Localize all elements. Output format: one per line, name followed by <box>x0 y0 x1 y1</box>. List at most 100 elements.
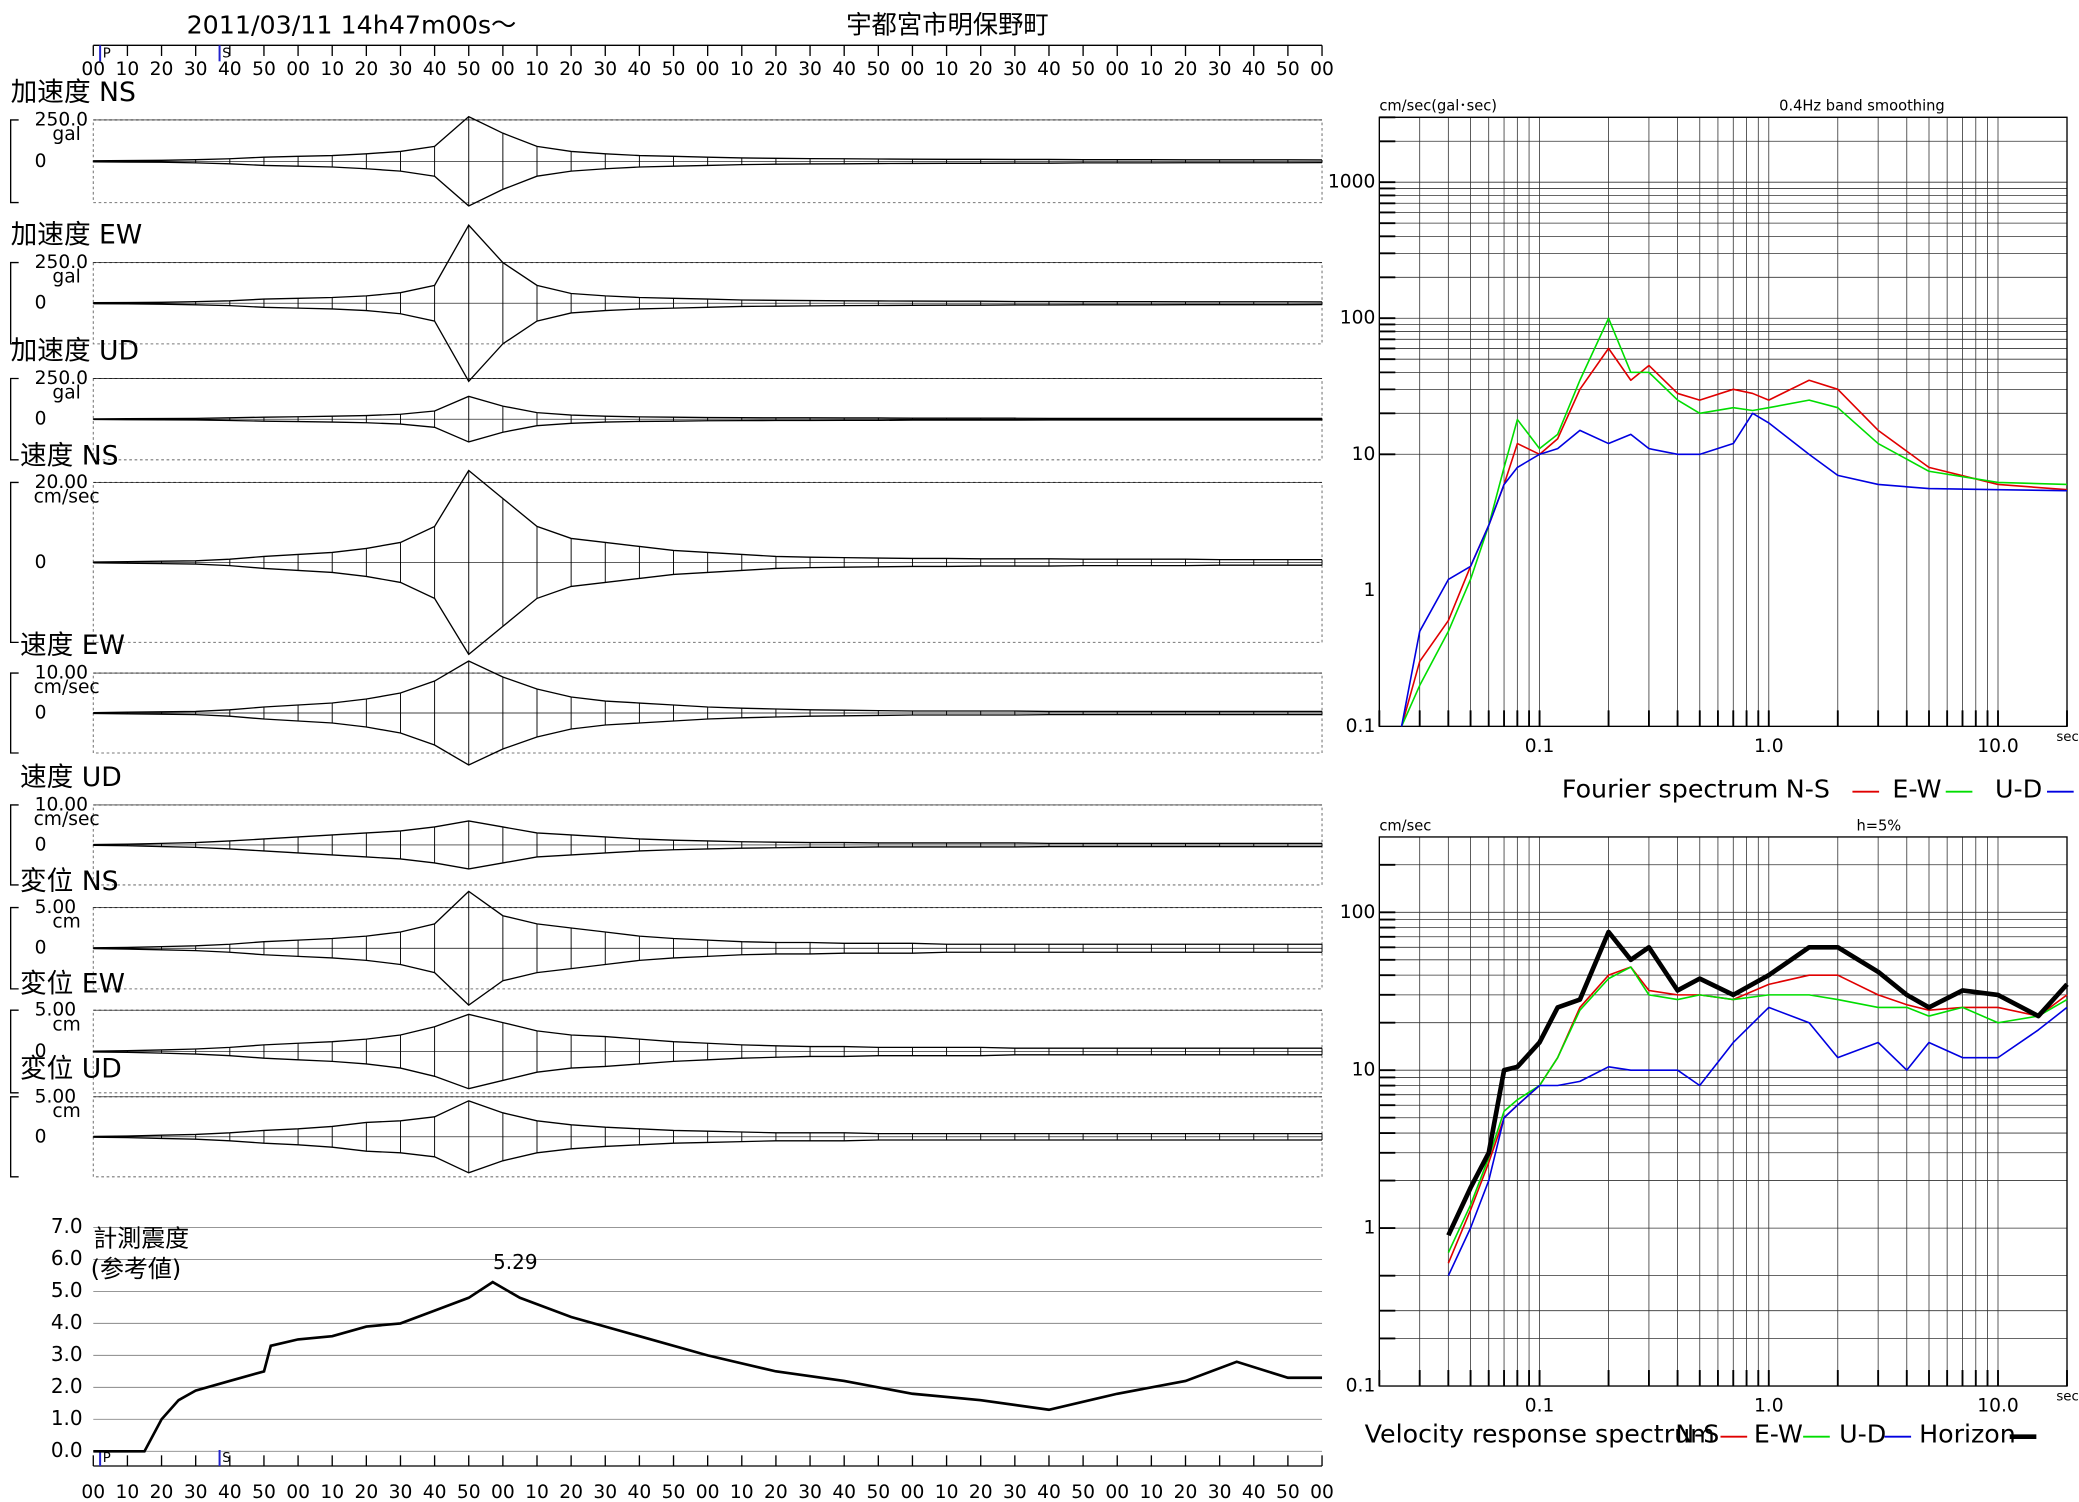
y-tick-label: 0 <box>35 938 47 959</box>
panel-title: 加速度 EW <box>11 219 143 250</box>
panel-title: 加速度 UD <box>11 335 139 366</box>
panel-unit: cm/sec <box>34 677 100 698</box>
time-tick-label: 30 <box>1003 59 1027 80</box>
x-tick-label: 0.1 <box>1525 736 1555 757</box>
time-tick-label: 00 <box>491 1482 515 1502</box>
panel-title: 速度 UD <box>20 762 122 793</box>
time-tick-label: 30 <box>593 1482 617 1502</box>
time-tick-label: 00 <box>1310 59 1334 80</box>
y-tick-label: 0 <box>35 409 47 430</box>
time-tick-label: 40 <box>628 1482 652 1502</box>
series-line <box>1400 412 2068 727</box>
y-tick-label: 10.00 <box>35 663 88 684</box>
time-tick-label: 10 <box>320 1482 344 1502</box>
chart-subtitle: h=5% <box>1856 817 1901 834</box>
panel-title: 速度 EW <box>20 630 125 661</box>
phase-label: P <box>103 46 111 61</box>
y-tick-label: 1.0 <box>51 1406 83 1430</box>
panel-bracket <box>9 119 19 204</box>
time-tick-label: 50 <box>866 1482 890 1502</box>
time-tick-label: 30 <box>593 59 617 80</box>
time-tick-label: 50 <box>252 1482 276 1502</box>
location: 宇都宮市明保野町 <box>846 10 1048 40</box>
time-tick-label: 00 <box>1105 59 1129 80</box>
y-tick-label: 1 <box>1363 1218 1375 1239</box>
phase-label: S <box>222 1451 230 1466</box>
time-tick-label: 40 <box>832 1482 856 1502</box>
envelope-lower <box>93 844 1323 870</box>
y-axis-label: cm/sec <box>1379 817 1431 834</box>
time-tick-label: 10 <box>730 1482 754 1502</box>
panel-bracket <box>9 672 19 754</box>
y-tick-label: 0 <box>35 834 47 855</box>
intensity-line <box>93 1280 1323 1453</box>
envelope-lower <box>93 161 1323 207</box>
time-tick-label: 50 <box>1276 59 1300 80</box>
time-tick-label: 50 <box>457 59 481 80</box>
time-tick-label: 10 <box>525 59 549 80</box>
time-tick-label: 50 <box>662 59 686 80</box>
time-tick-label: 40 <box>423 1482 447 1502</box>
time-tick-label: 30 <box>798 59 822 80</box>
envelope-lower <box>93 947 1323 1007</box>
plot-frame <box>1378 836 2068 1387</box>
x-tick-label: 0.1 <box>1525 1396 1555 1417</box>
annotation: 5.29 <box>493 1250 538 1274</box>
time-tick-label: 20 <box>764 1482 788 1502</box>
time-tick-label: 10 <box>935 1482 959 1502</box>
x-axis-label: sec <box>2056 730 2078 745</box>
panel-unit: cm/sec <box>34 809 100 830</box>
time-tick-label: 10 <box>935 59 959 80</box>
y-tick-label: 5.0 <box>51 1278 83 1302</box>
time-tick-label: 00 <box>81 1482 105 1502</box>
y-tick-label: 0 <box>35 552 47 573</box>
time-tick-label: 40 <box>1037 1482 1061 1502</box>
chart-subtitle: 0.4Hz band smoothing <box>1779 98 1945 115</box>
time-tick-label: 30 <box>389 59 413 80</box>
series-line <box>1446 929 2069 1237</box>
y-tick-label: 0 <box>35 703 47 724</box>
series-line <box>1400 347 2068 727</box>
envelope-upper <box>93 820 1323 846</box>
time-tick-label: 20 <box>150 59 174 80</box>
time-tick-label: 40 <box>218 59 242 80</box>
phase-label: P <box>103 1451 111 1466</box>
time-tick-label: 10 <box>1140 1482 1164 1502</box>
y-tick-label: 250.0 <box>35 368 88 389</box>
legend-label: U-D <box>1839 1418 1886 1448</box>
envelope-upper <box>93 1013 1323 1052</box>
time-tick-label: 00 <box>286 59 310 80</box>
time-tick-label: 40 <box>628 59 652 80</box>
phase-label: S <box>222 46 230 61</box>
time-tick-label: 50 <box>252 59 276 80</box>
time-tick-label: 20 <box>764 59 788 80</box>
time-tick-label: 10 <box>116 59 140 80</box>
chart-subtitle: (参考値) <box>91 1255 182 1283</box>
legend-label: N-S <box>1786 773 1830 803</box>
panel-unit: cm <box>52 1014 80 1035</box>
y-tick-label: 4.0 <box>51 1310 83 1334</box>
time-tick-label: 40 <box>423 59 447 80</box>
time-tick-label: 50 <box>866 59 890 80</box>
envelope-upper <box>93 890 1323 949</box>
time-tick-label: 30 <box>389 1482 413 1502</box>
envelope-lower <box>93 303 1323 383</box>
time-tick-label: 10 <box>525 1482 549 1502</box>
time-tick-label: 30 <box>184 1482 208 1502</box>
series-line <box>1447 1006 2068 1277</box>
time-tick-label: 00 <box>901 1482 925 1502</box>
plot-frame <box>1378 116 2068 728</box>
envelope-upper <box>93 223 1323 304</box>
time-tick-label: 00 <box>491 59 515 80</box>
y-tick-label: 5.00 <box>35 897 77 918</box>
y-tick-label: 6.0 <box>51 1246 83 1270</box>
y-tick-label: 0.1 <box>1346 1376 1376 1397</box>
time-tick-label: 00 <box>286 1482 310 1502</box>
envelope-upper <box>93 115 1323 162</box>
panel-unit: gal <box>52 267 80 288</box>
panel-bracket <box>9 481 19 644</box>
y-tick-label: 0 <box>35 293 47 314</box>
y-tick-label: 0 <box>35 151 47 172</box>
